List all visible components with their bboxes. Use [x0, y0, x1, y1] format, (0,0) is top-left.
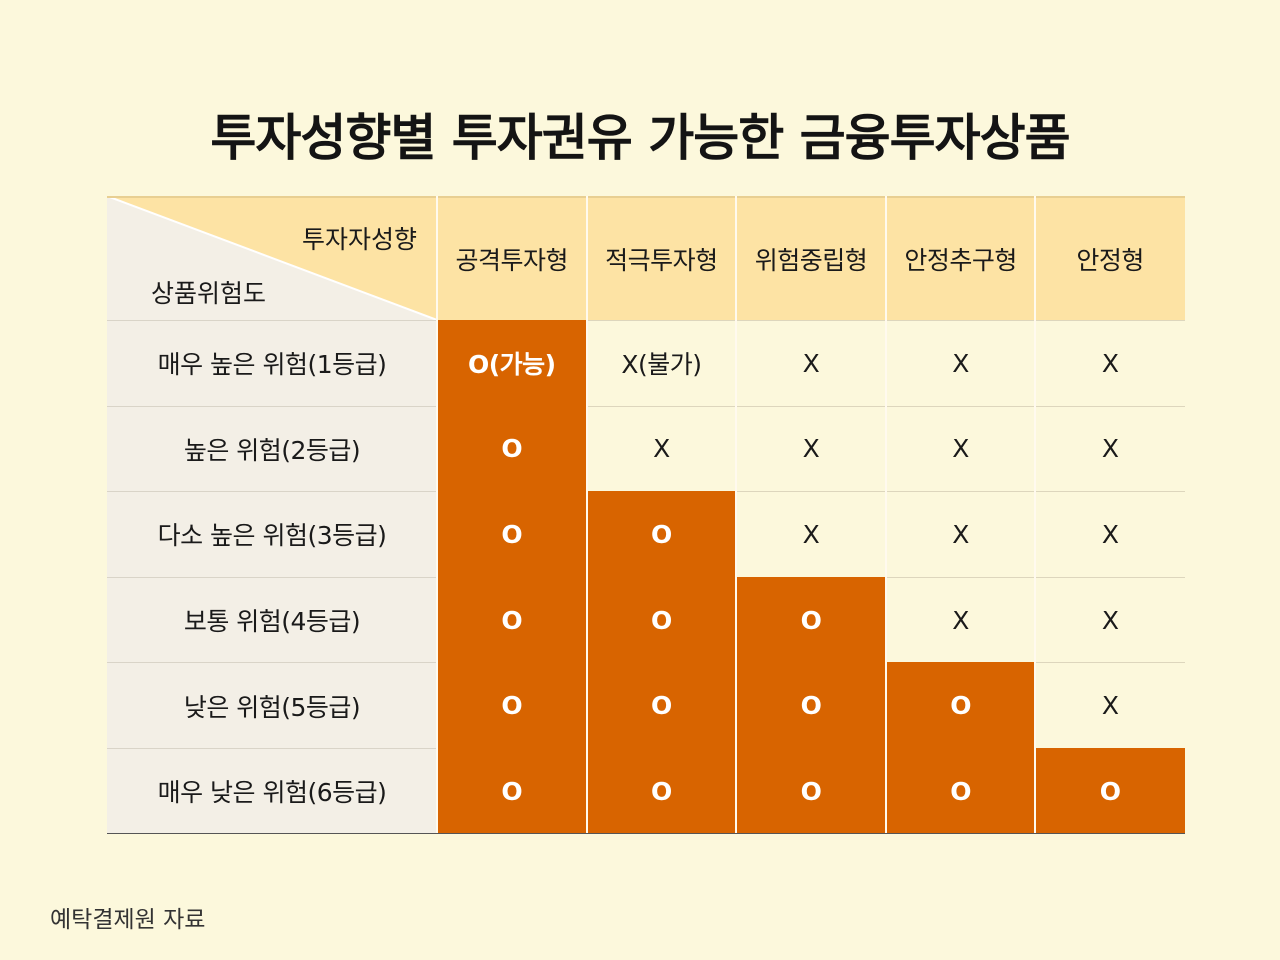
column-header: 안정형: [1035, 196, 1185, 320]
cell-allowed: O: [437, 576, 587, 663]
corner-label-investor-type: 투자자성향: [302, 225, 418, 254]
cell-not-allowed: X: [1035, 662, 1185, 748]
cell-not-allowed: X: [885, 320, 1036, 406]
cell-allowed: O: [1035, 748, 1185, 834]
row-label: 매우 높은 위험(1등급): [107, 320, 437, 406]
corner-label-product-risk: 상품위험도: [151, 279, 267, 308]
column-divider: [436, 196, 438, 834]
row-label: 높은 위험(2등급): [107, 405, 437, 492]
cell-allowed: O: [437, 748, 587, 834]
cell-not-allowed: X: [586, 405, 737, 492]
cell-not-allowed: X: [736, 405, 886, 492]
page-title: 투자성향별 투자권유 가능한 금융투자상품: [210, 109, 1070, 167]
cell-not-allowed: X: [736, 491, 886, 577]
cell-allowed: O: [437, 662, 587, 748]
cell-allowed: O: [885, 662, 1036, 748]
row-label: 낮은 위험(5등급): [107, 662, 437, 748]
cell-not-allowed: X: [1035, 491, 1185, 577]
column-divider: [585, 196, 588, 834]
column-header: 위험중립형: [736, 196, 886, 320]
cell-allowed: O: [736, 576, 886, 663]
cell-not-allowed: X: [736, 320, 886, 406]
cell-not-allowed: X: [885, 405, 1036, 492]
column-divider: [735, 196, 738, 834]
cell-not-allowed: X: [1035, 405, 1185, 492]
cell-allowed: O: [736, 748, 886, 834]
corner-diagonal: [107, 196, 437, 320]
column-header: 적극투자형: [586, 196, 737, 320]
table-bottom-border: [107, 833, 1185, 834]
column-header: 공격투자형: [437, 196, 587, 320]
cell-allowed: O(가능): [437, 320, 587, 406]
column-header: 안정추구형: [885, 196, 1036, 320]
source-note: 예탁결제원 자료: [50, 907, 206, 933]
cell-allowed: O: [586, 662, 737, 748]
cell-allowed: O: [885, 748, 1036, 834]
cell-not-allowed: X: [885, 576, 1036, 663]
cell-not-allowed: X(불가): [586, 320, 737, 406]
cell-allowed: O: [586, 576, 737, 663]
cell-not-allowed: X: [885, 491, 1036, 577]
cell-allowed: O: [437, 491, 587, 577]
cell-allowed: O: [586, 491, 737, 577]
cell-not-allowed: X: [1035, 320, 1185, 406]
row-label: 보통 위험(4등급): [107, 576, 437, 663]
row-label: 매우 낮은 위험(6등급): [107, 748, 437, 834]
cell-allowed: O: [586, 748, 737, 834]
row-label: 다소 높은 위험(3등급): [107, 491, 437, 577]
cell-allowed: O: [736, 662, 886, 748]
column-divider: [1034, 196, 1037, 834]
cell-not-allowed: X: [1035, 576, 1185, 663]
cell-allowed: O: [437, 405, 587, 492]
column-divider: [884, 196, 887, 834]
corner-header-cell: 투자자성향 상품위험도: [107, 196, 437, 320]
